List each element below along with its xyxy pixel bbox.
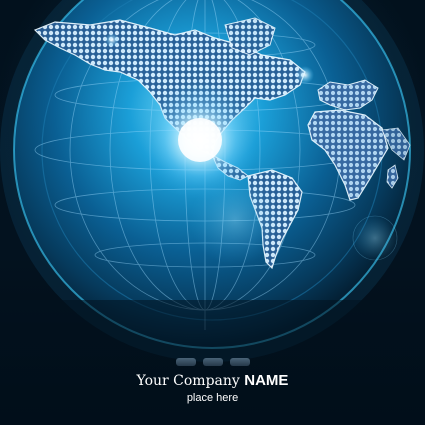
tagline: place here	[186, 392, 239, 404]
company-prefix: Your Company	[136, 373, 240, 389]
pill-indicator	[230, 358, 250, 366]
company-name: Your Company NAME	[0, 372, 425, 389]
company-name-bold: NAME	[244, 372, 289, 389]
pill-indicators	[176, 358, 250, 366]
pill-indicator	[176, 358, 196, 366]
pill-indicator	[203, 358, 223, 366]
footer: Your Company NAME place here	[0, 352, 425, 425]
